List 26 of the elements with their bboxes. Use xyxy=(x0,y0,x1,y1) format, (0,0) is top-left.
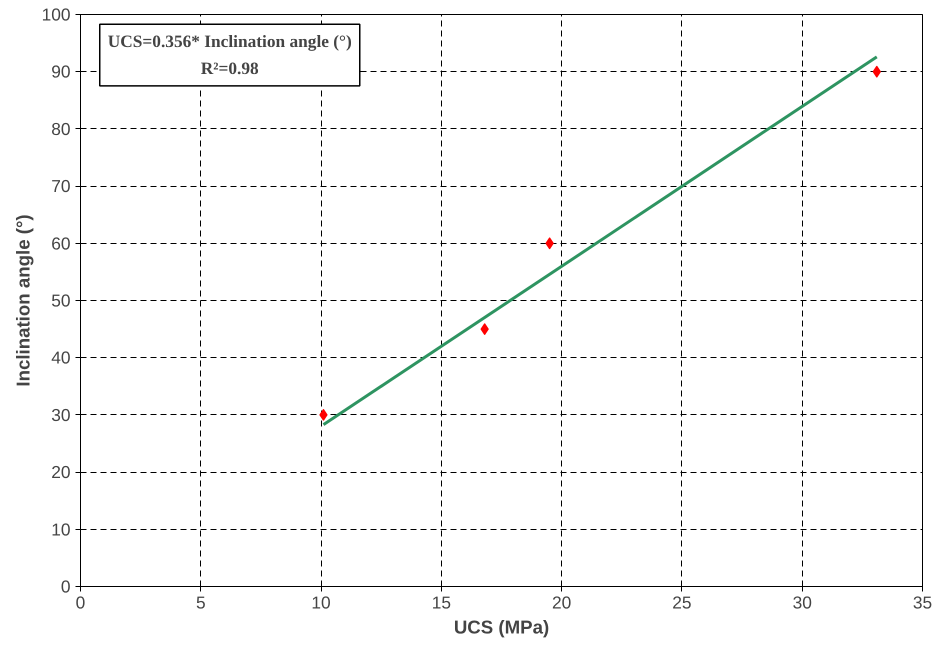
y-tick-label: 100 xyxy=(42,4,71,24)
x-tick-label: 25 xyxy=(672,592,692,612)
y-tick-label: 20 xyxy=(51,462,71,482)
y-tick-label: 0 xyxy=(60,576,71,596)
point xyxy=(319,408,328,421)
annotation: R²=0.98 xyxy=(200,58,260,78)
y-tick-label: 30 xyxy=(51,404,71,425)
y-tick-label: 80 xyxy=(51,118,71,139)
point xyxy=(545,237,554,250)
x-tick-label: 35 xyxy=(912,592,932,612)
x-tick-label: 30 xyxy=(792,592,812,612)
y-tick-label: 70 xyxy=(51,176,71,196)
x-tick-label: 5 xyxy=(196,592,206,612)
y-tick-label: 40 xyxy=(51,348,71,368)
x-tick-label: 0 xyxy=(76,592,86,612)
annotation: UCS=0.356* Inclination angle (°) xyxy=(108,32,352,52)
x-axis-title: UCS (MPa) xyxy=(454,616,550,638)
point xyxy=(480,323,489,336)
y-axis-title: Inclination angle (°) xyxy=(12,214,34,387)
y-tick-label: 10 xyxy=(51,519,71,540)
y-tick-label: 60 xyxy=(51,233,71,254)
y-tick-label: 90 xyxy=(51,62,71,82)
x-tick-label: 10 xyxy=(311,592,331,612)
y-tick-label: 50 xyxy=(51,290,71,310)
x-tick-label: 20 xyxy=(552,592,572,612)
x-tick-label: 15 xyxy=(432,592,451,612)
